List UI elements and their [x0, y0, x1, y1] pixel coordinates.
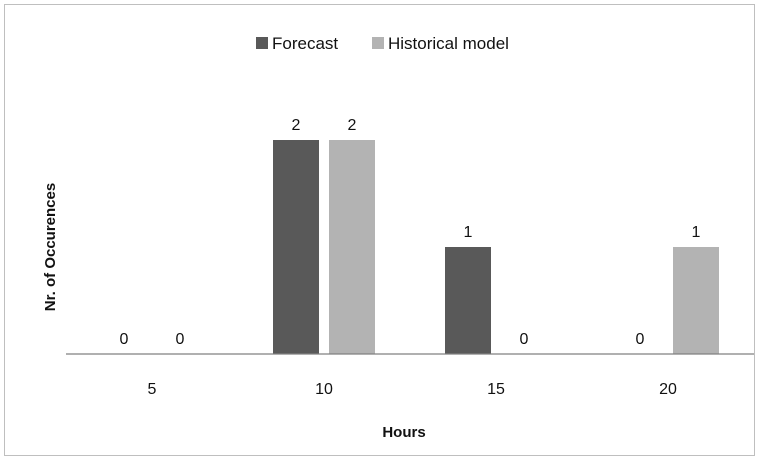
- legend-label-historical-model: Historical model: [388, 34, 509, 53]
- bar-historical-model-10: [329, 140, 375, 354]
- chart-frame: [4, 4, 755, 456]
- legend-label-forecast: Forecast: [272, 34, 338, 53]
- x-tick-label-10: 10: [315, 381, 333, 398]
- data-labels: 0 0 2 2 1 0 0 1: [120, 117, 701, 348]
- legend-swatch-forecast: [256, 37, 268, 49]
- bars: [273, 140, 719, 354]
- data-label-historical-model-10: 2: [348, 117, 357, 134]
- data-label-forecast-15: 1: [464, 224, 473, 241]
- bar-forecast-15: [445, 247, 491, 354]
- data-label-historical-model-5: 0: [176, 331, 185, 348]
- x-tick-label-15: 15: [487, 381, 505, 398]
- data-label-forecast-20: 0: [636, 331, 645, 348]
- y-axis-title: Nr. of Occurences: [42, 183, 59, 311]
- x-axis-title: Hours: [382, 424, 425, 441]
- data-label-forecast-10: 2: [292, 117, 301, 134]
- data-label-historical-model-20: 1: [692, 224, 701, 241]
- x-tick-labels: 5 10 15 20: [148, 381, 677, 398]
- data-label-forecast-5: 0: [120, 331, 129, 348]
- x-tick-label-5: 5: [148, 381, 157, 398]
- legend: Forecast Historical model: [256, 34, 509, 53]
- data-label-historical-model-15: 0: [520, 331, 529, 348]
- x-tick-label-20: 20: [659, 381, 677, 398]
- bar-historical-model-20: [673, 247, 719, 354]
- legend-swatch-historical-model: [372, 37, 384, 49]
- bar-forecast-10: [273, 140, 319, 354]
